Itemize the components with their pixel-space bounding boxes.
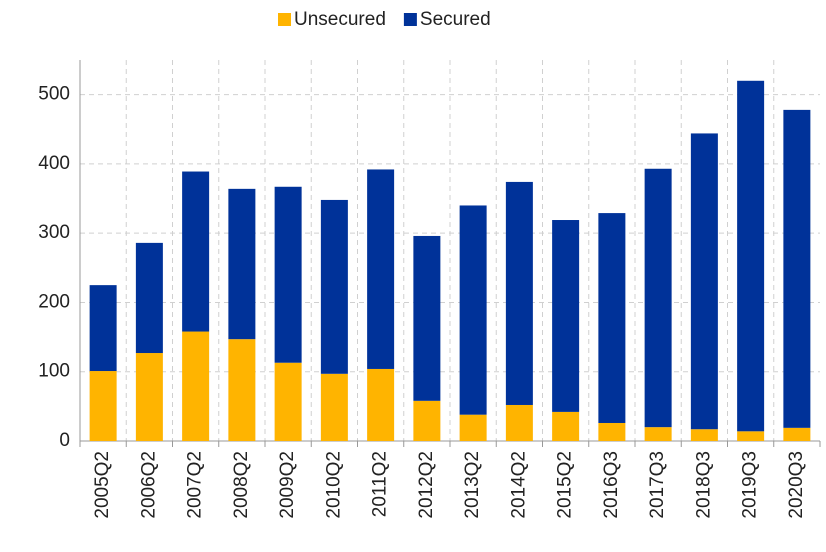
y-tick-label: 400 [38,153,70,174]
bar-segment [367,169,395,369]
y-tick-label: 300 [38,222,70,243]
bar-segment [552,220,580,412]
bar-segment [505,404,533,441]
x-tick-label: 2017Q3 [647,451,668,519]
bar-segment [505,181,533,405]
bar-segment [135,353,163,441]
x-tick-label: 2016Q3 [601,451,622,519]
bar-segment [644,168,672,428]
bar-segment [228,339,256,441]
bar-segment [552,411,580,441]
bar-segment [182,331,210,441]
x-tick-label: 2010Q2 [323,451,344,519]
bar-segment [644,427,672,441]
x-tick-label: 2019Q3 [740,451,761,519]
bar-segment [737,80,765,432]
x-tick-label: 2015Q2 [555,451,576,519]
bar-segment [89,285,117,372]
bar-segment [598,422,626,441]
x-tick-label: 2011Q2 [370,451,391,517]
bar-segment [413,400,441,441]
bar-segment [783,109,811,428]
bar-segment [459,414,487,441]
legend-label: Unsecured [294,9,386,30]
bar-segment [228,188,256,340]
bar-segment [690,429,718,441]
bar-segment [182,171,210,332]
bar-segment [367,368,395,441]
y-tick-label: 0 [59,430,70,451]
x-tick-label: 2005Q2 [92,451,113,519]
bar-segment [274,362,302,441]
bar-segment [459,205,487,415]
x-tick-label: 2012Q2 [416,451,437,519]
bar-segment [413,235,441,401]
x-tick-label: 2006Q2 [138,451,159,519]
legend-label: Secured [420,9,491,30]
bar-segment [598,213,626,423]
legend-swatch [278,13,291,26]
bar-segment [320,199,348,374]
y-tick-label: 100 [38,361,70,382]
x-tick-label: 2018Q3 [693,451,714,519]
bar-segment [135,242,163,354]
y-tick-label: 200 [38,291,70,312]
bar-segment [274,186,302,363]
x-tick-label: 2008Q2 [231,451,252,519]
legend-swatch [403,13,417,26]
bar-segment [690,133,718,430]
bar-segment [783,427,811,441]
bar-segment [89,371,117,441]
bar-segment [737,431,765,441]
x-tick-label: 2014Q2 [508,451,529,519]
x-tick-label: 2007Q2 [185,451,206,519]
bar-segment [320,373,348,441]
x-tick-label: 2009Q2 [277,451,298,519]
y-tick-label: 500 [38,84,70,105]
x-tick-label: 2013Q2 [462,451,483,519]
x-tick-label: 2020Q3 [786,451,807,519]
